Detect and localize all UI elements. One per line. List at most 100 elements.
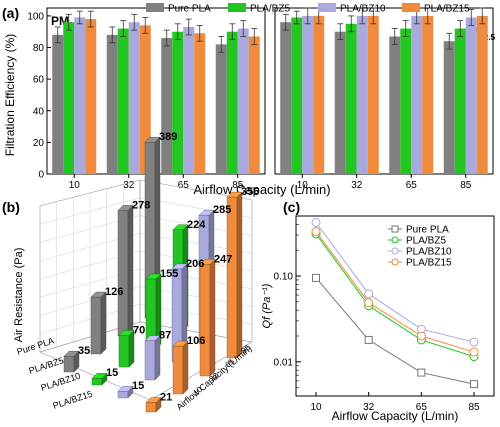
data-point <box>311 217 321 227</box>
bar-3d-top <box>117 386 134 392</box>
data-point <box>364 298 374 308</box>
bar-3d-top <box>63 350 80 357</box>
panel-a-right-bars <box>280 7 488 175</box>
legend-label: Pure PLA <box>168 4 211 15</box>
bar-3d-top <box>199 259 216 265</box>
data-point <box>364 289 374 299</box>
bar-3d-side <box>154 335 161 381</box>
y-tick-label: 0.01 <box>274 357 294 368</box>
bar <box>194 33 206 174</box>
bar-value-label: 278 <box>132 199 150 211</box>
panel-a-label: (a) <box>2 5 19 21</box>
bar-value-label: 389 <box>159 131 177 143</box>
legend-label: PLA/BZ5 <box>406 236 446 247</box>
x-tick-label: 85 <box>232 180 244 191</box>
y-tick-label: 20 <box>33 138 45 149</box>
panel-a-ylabel: Filtration Efficiency (%) <box>3 34 17 156</box>
legend-label: Pure PLA <box>406 225 449 236</box>
y-tick-label: 0 <box>38 170 44 181</box>
bar-value-label: 15 <box>132 380 144 392</box>
bar-3d-top <box>144 335 161 341</box>
bar-3d-front <box>90 296 102 355</box>
bar-3d-front <box>117 391 129 399</box>
x-tick-label: 65 <box>416 402 428 413</box>
bar <box>172 31 184 175</box>
legend-label: PLA/BZ15 <box>424 4 470 15</box>
bar-value-label: 155 <box>160 268 178 280</box>
legend-label: PLA/BZ5 <box>250 4 290 15</box>
bar-3d-top <box>144 136 161 143</box>
bar <box>389 36 401 175</box>
data-point <box>469 337 479 347</box>
series-label: PLA/BZ15 <box>52 389 94 411</box>
series-line <box>315 277 475 385</box>
panel-a-left-xticks: 10 32 65 85 <box>69 174 244 191</box>
series-line <box>315 231 475 353</box>
series-label: PLA/BZ10 <box>40 371 82 393</box>
panel-c-label: (c) <box>283 199 300 215</box>
legend-marker <box>391 247 399 255</box>
panel-c-yaxis: 0.01 0.10 <box>274 215 301 397</box>
x-tick-label: 32 <box>123 180 135 191</box>
bar <box>52 34 64 174</box>
bar <box>400 28 412 174</box>
bar-3d-front <box>144 340 156 381</box>
legend-swatch <box>146 3 164 12</box>
data-point <box>364 335 373 344</box>
panel-b-zlabel: Air Resistance (Pa) <box>13 248 25 343</box>
series-line <box>315 222 475 343</box>
x-tick-label: 32 <box>363 402 375 413</box>
bar <box>128 22 140 174</box>
x-tick-label: 10 <box>297 180 309 191</box>
data-point <box>470 380 478 389</box>
panel-c-frame <box>295 215 495 397</box>
bar-value-label: 15 <box>106 367 118 379</box>
legend-label: PLA/BZ10 <box>340 4 386 15</box>
bar <box>454 28 466 174</box>
bar-value-label: 206 <box>186 258 204 270</box>
panel-a-legend: Pure PLA PLA/BZ5 PLA/BZ10 PLA/BZ15 <box>146 3 470 15</box>
bar-value-label: 70 <box>133 324 145 336</box>
bar-3d-top <box>172 340 189 347</box>
bar-3d-top <box>118 330 135 336</box>
data-point <box>469 347 479 357</box>
bar-3d-top <box>145 397 162 403</box>
bar <box>422 15 434 175</box>
y-tick-label: 60 <box>33 75 45 86</box>
series-line <box>315 233 475 358</box>
legend-swatch <box>228 3 246 12</box>
bar-3d-top <box>171 263 188 270</box>
bar <box>465 17 477 174</box>
bar-3d-front <box>226 196 238 359</box>
bar-3d-front <box>118 335 130 368</box>
x-tick-label: 32 <box>351 180 363 191</box>
bar <box>313 15 325 175</box>
panel-c-xlabel: Airflow Capacity (L/min) <box>332 409 459 423</box>
bar <box>302 15 314 175</box>
bar-3d-top <box>91 373 108 379</box>
x-tick-label: 65 <box>178 180 190 191</box>
bar <box>443 41 455 175</box>
x-tick-label: 10 <box>69 180 81 191</box>
y-tick-label: 0.10 <box>274 272 294 283</box>
bar-3d-front <box>117 210 129 337</box>
bar <box>334 31 346 175</box>
x-tick-label: 85 <box>468 402 480 413</box>
panel-a-right-frame <box>274 7 494 175</box>
bar-3d-front <box>91 378 103 386</box>
bar <box>139 25 151 175</box>
bar-3d-top <box>172 224 189 230</box>
y-tick-label: 100 <box>27 11 44 22</box>
legend-marker <box>391 225 399 233</box>
bar-value-label: 126 <box>105 286 123 298</box>
panel-a-left-bars <box>52 10 260 175</box>
bar-3d-side <box>236 191 243 359</box>
bar <box>161 38 173 175</box>
bar-value-label: 247 <box>214 253 232 265</box>
bar-3d-side <box>182 340 189 395</box>
x-tick-label: 65 <box>406 180 418 191</box>
bar <box>248 36 260 175</box>
